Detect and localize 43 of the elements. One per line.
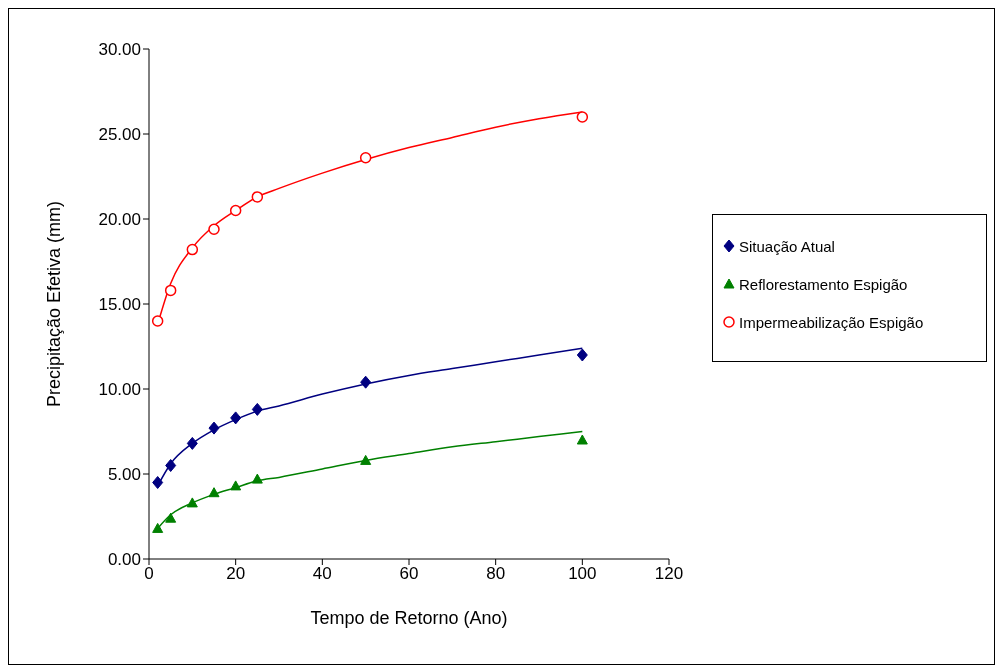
- point: [165, 459, 177, 472]
- point: [360, 375, 372, 389]
- legend-label: Impermeabilização Espigão: [739, 313, 924, 331]
- point: [208, 421, 220, 435]
- x-tick-label: 40: [312, 564, 332, 584]
- legend-label: Situação Atual: [739, 237, 835, 255]
- point: [186, 243, 199, 256]
- x-tick-label: 20: [226, 564, 246, 584]
- x-tick-label: 80: [486, 564, 506, 584]
- point: [230, 411, 242, 425]
- point: [360, 454, 372, 465]
- y-tick-label: 25.00: [98, 125, 141, 145]
- y-tick-label: 20.00: [98, 210, 141, 230]
- x-tick-label: 0: [144, 564, 154, 584]
- point: [251, 402, 263, 416]
- point: [186, 436, 198, 450]
- point: [152, 522, 164, 533]
- point: [576, 348, 588, 362]
- y-tick-label: 0.00: [107, 550, 141, 570]
- point: [152, 476, 164, 489]
- point: [208, 223, 220, 235]
- point: [576, 434, 588, 445]
- point: [186, 497, 198, 508]
- x-axis-title: Tempo de Retorno (Ano): [310, 608, 508, 628]
- point: [230, 480, 242, 491]
- point: [251, 191, 264, 203]
- y-tick-label: 15.00: [98, 295, 141, 315]
- point: [151, 315, 164, 327]
- point: [208, 487, 220, 498]
- y-axis-title: Precipitação Efetiva (mm): [44, 200, 65, 408]
- x-tick-label: 60: [399, 564, 419, 584]
- point: [165, 512, 177, 523]
- x-tick-label: 100: [568, 564, 597, 584]
- point: [359, 152, 372, 164]
- y-tick-label: 5.00: [107, 465, 141, 485]
- y-tick-label: 10.00: [98, 380, 141, 400]
- point: [251, 473, 263, 484]
- point: [576, 111, 589, 123]
- legend-label: Reflorestamento Espigão: [739, 275, 908, 293]
- point: [164, 284, 177, 297]
- y-tick-label: 30.00: [98, 40, 141, 60]
- x-tick-label: 120: [654, 564, 684, 584]
- point: [229, 204, 242, 217]
